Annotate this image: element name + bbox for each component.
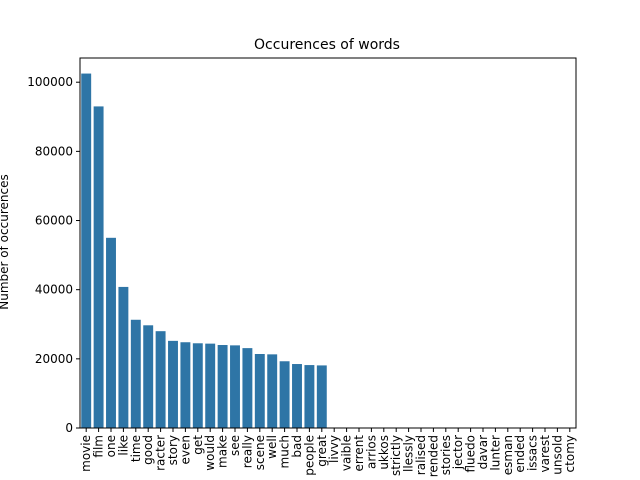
x-tick-label: jector (451, 435, 465, 470)
x-tick-label: unsold (550, 435, 564, 475)
y-ticks-group: 0 20000 40000 60000 80000 100000 (27, 75, 80, 435)
bar-really (242, 348, 253, 428)
bar-get (192, 343, 203, 428)
x-tick-label: vaible (340, 435, 354, 471)
y-tick-label: 40000 (35, 283, 73, 297)
x-tick-label: racter (154, 435, 168, 471)
y-tick-label: 0 (65, 421, 73, 435)
x-tick-label: ukkos (377, 435, 391, 470)
x-tick-label: ctomy (563, 435, 577, 472)
bar-good (143, 325, 154, 428)
x-tick-label: lunter (488, 435, 502, 471)
x-tick-label: strictly (389, 435, 403, 476)
x-tick-label: time (129, 435, 143, 462)
x-tick-label: like (116, 435, 130, 456)
bar-story (168, 340, 178, 428)
bar-even (180, 342, 191, 428)
x-tick-label: get (191, 435, 205, 455)
x-tick-label: even (178, 435, 192, 464)
x-tick-label: fluedo (464, 435, 478, 473)
bar-like (118, 286, 129, 428)
y-tick-label: 80000 (35, 144, 73, 158)
bars-group (81, 73, 327, 428)
x-tick-label: livvy (327, 435, 341, 463)
bar-would (205, 343, 216, 428)
y-axis-label: Number of occurences (0, 174, 11, 309)
bar-make (217, 345, 228, 428)
bar-scene (254, 354, 265, 428)
x-tick-label: davar (476, 435, 490, 469)
x-tick-label: film (92, 435, 106, 458)
bar-much (279, 361, 290, 428)
x-ticks-group: moviefilmoneliketimegoodracterstoryeveng… (79, 428, 577, 477)
bar-time (130, 319, 141, 428)
x-tick-label: great (315, 435, 329, 467)
bar-see (230, 345, 240, 428)
x-tick-label: movie (79, 435, 93, 472)
x-tick-label: would (203, 435, 217, 471)
x-tick-label: varest (538, 435, 552, 473)
bar-film (93, 106, 104, 428)
bar-racter (155, 331, 166, 428)
y-tick-label: 20000 (35, 352, 73, 366)
x-tick-label: ralised (414, 435, 428, 475)
bar-people (304, 365, 315, 428)
x-tick-label: issacs (526, 435, 540, 471)
x-tick-label: people (302, 435, 316, 476)
plot-frame (79, 57, 577, 429)
x-tick-label: ended (513, 435, 527, 473)
x-tick-label: really (240, 435, 254, 468)
x-tick-label: much (278, 435, 292, 469)
chart-title: Occurences of words (254, 37, 400, 53)
x-tick-label: good (141, 435, 155, 465)
x-tick-label: scene (253, 435, 267, 470)
x-tick-label: story (166, 435, 180, 465)
x-tick-label: well (265, 435, 279, 459)
x-tick-label: stories (439, 435, 453, 475)
x-tick-label: esman (501, 435, 515, 475)
y-tick-label: 100000 (27, 75, 73, 89)
y-tick-label: 60000 (35, 214, 73, 228)
bar-movie (81, 73, 92, 428)
x-tick-label: make (216, 435, 230, 468)
x-tick-label: arrios (364, 435, 378, 469)
x-tick-label: one (104, 435, 118, 457)
x-tick-label: llessly (402, 435, 416, 472)
x-tick-label: errent (352, 435, 366, 472)
bar-bad (292, 364, 302, 428)
x-tick-label: rended (426, 435, 440, 477)
bar-great (316, 365, 327, 428)
x-tick-label: bad (290, 435, 304, 458)
x-tick-label: see (228, 435, 242, 456)
bar-well (267, 354, 278, 428)
bar-one (106, 237, 116, 428)
